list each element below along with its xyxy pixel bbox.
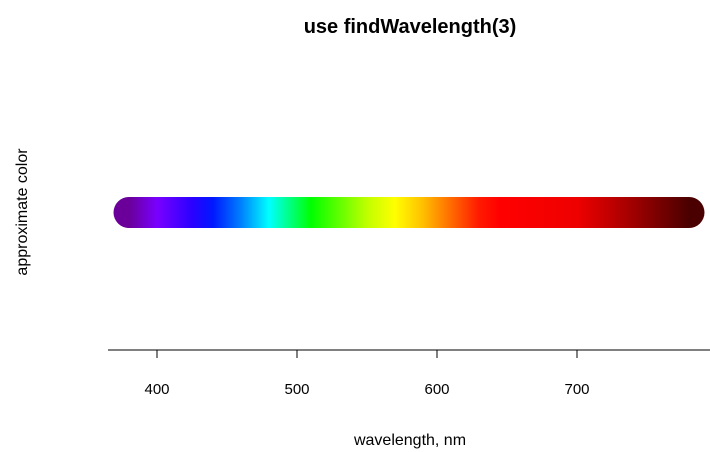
x-tick-label: 500 bbox=[284, 381, 309, 398]
x-tick-label: 600 bbox=[424, 381, 449, 398]
y-axis-label: approximate color bbox=[14, 148, 31, 276]
x-tick-label: 400 bbox=[144, 381, 169, 398]
chart-title: use findWavelength(3) bbox=[304, 16, 517, 38]
x-axis-ticks: 400 500 600 700 bbox=[144, 350, 590, 398]
x-axis-label: wavelength, nm bbox=[353, 432, 466, 449]
x-tick-label: 700 bbox=[564, 381, 589, 398]
spectrum-bar bbox=[113, 197, 705, 228]
